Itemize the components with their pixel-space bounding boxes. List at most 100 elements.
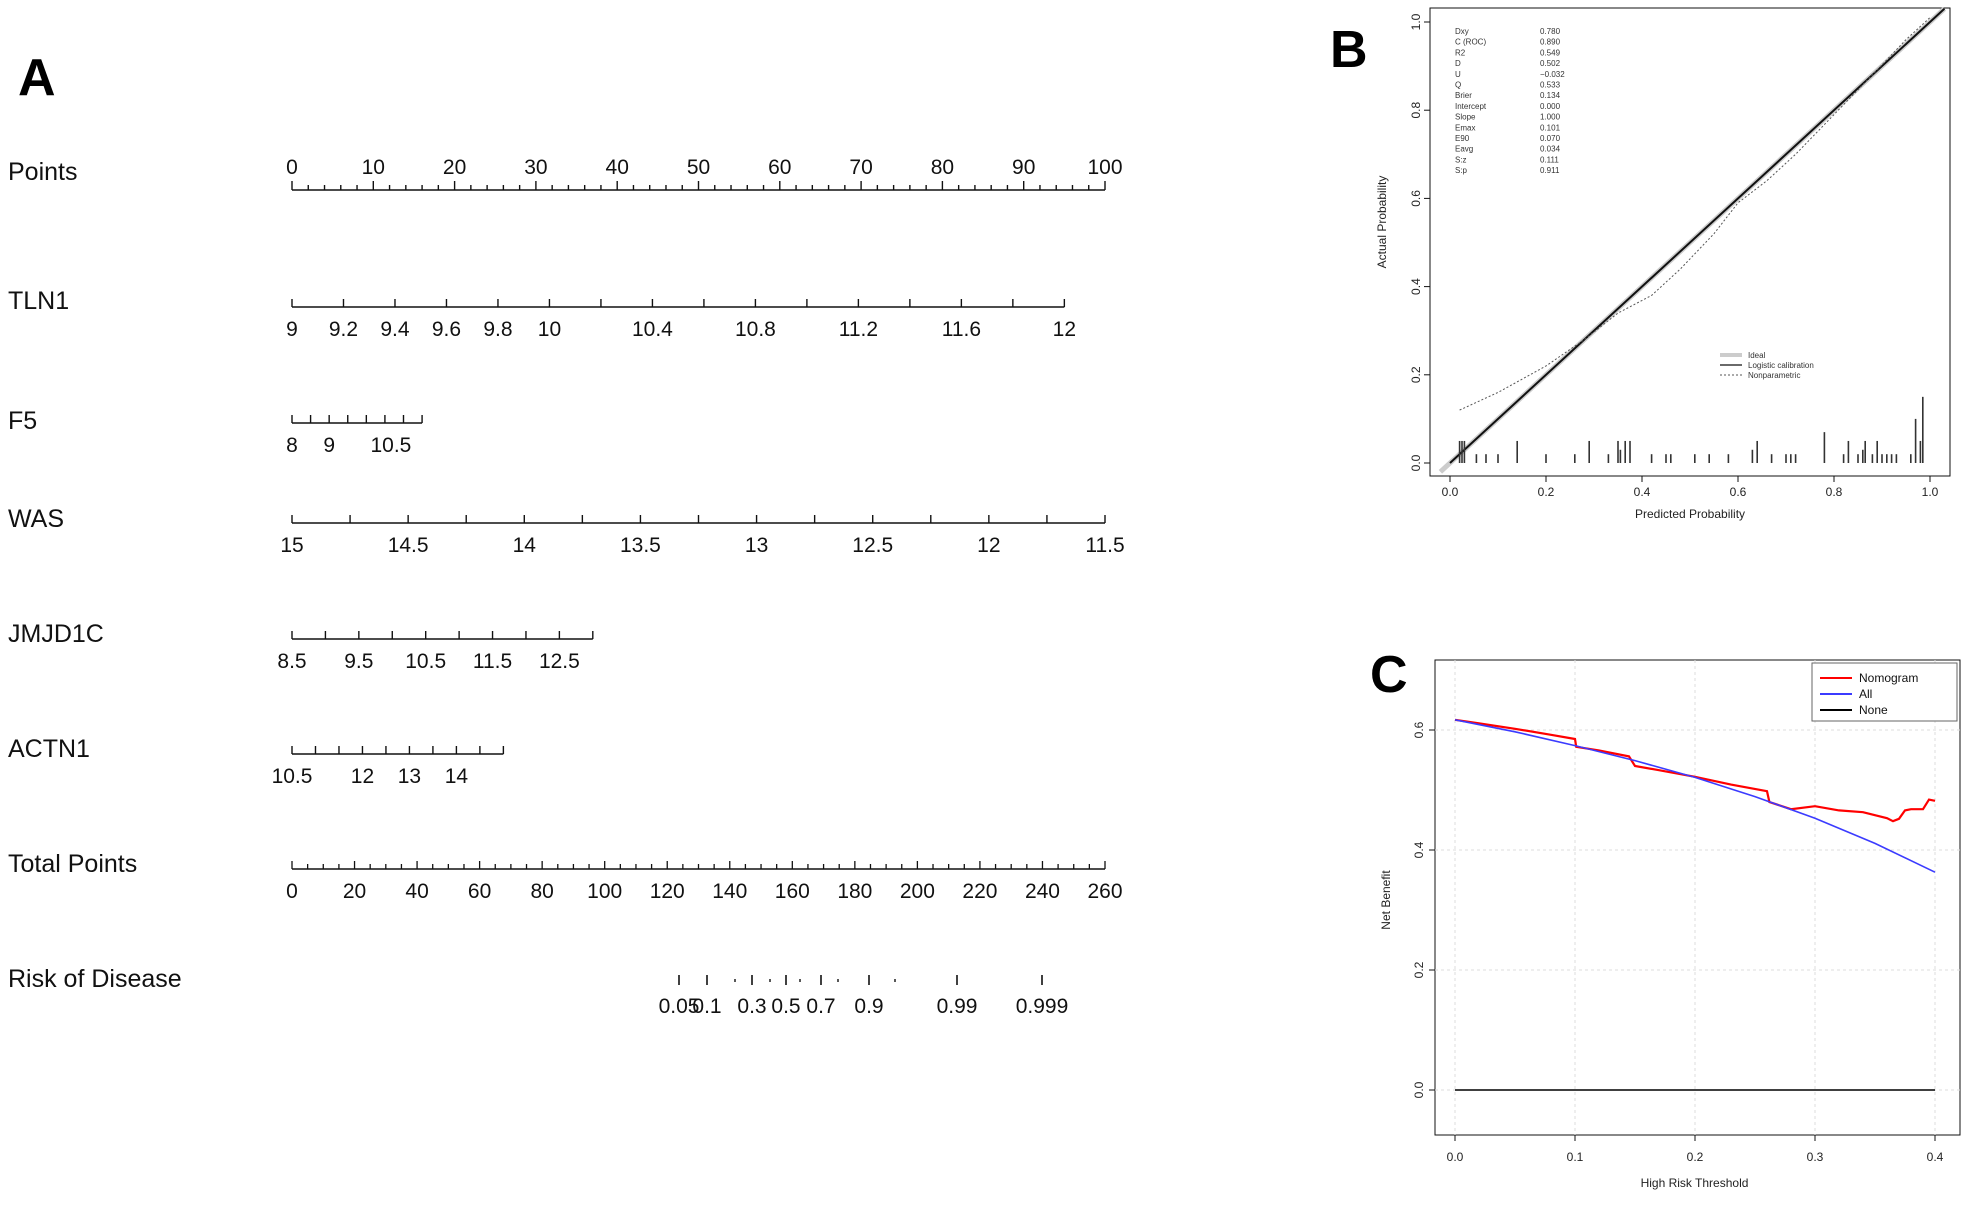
jmjd1c-tick-label: 8.5 [277,650,306,673]
total-tick-label: 200 [900,880,935,903]
actn1-tick-label: 14 [445,765,469,788]
stat-value: −0.032 [1540,70,1565,79]
total-tick-label: 20 [343,880,366,903]
f5-tick-label: 10.5 [370,434,411,457]
tln1-tick-label: 11.2 [839,318,878,341]
tln1-tick-label: 9.4 [380,318,410,341]
risk-tick-label: 0.3 [737,995,766,1018]
stat-name: S:p [1455,166,1468,175]
row-label-7: Risk of Disease [8,965,182,993]
legend-label-b: Logistic calibration [1748,361,1814,370]
stat-value: 0.134 [1540,91,1561,100]
stat-name: S:z [1455,155,1467,164]
stat-name: Q [1455,81,1461,90]
total-tick-label: 160 [775,880,810,903]
stat-name: Brier [1455,91,1472,100]
tln1-tick-label: 10.8 [735,318,776,341]
was-tick-label: 12 [977,534,1000,557]
x-tick-label-b: 0.8 [1826,485,1843,499]
points-tick-label: 100 [1087,156,1122,179]
stat-name: Eavg [1455,145,1473,154]
y-tick-label-b: 0.6 [1409,190,1423,207]
row-label-0: Points [8,158,77,186]
x-axis-title-c: High Risk Threshold [1641,1176,1749,1190]
plot-frame-b [1429,7,1951,477]
legend-label-c: All [1859,687,1872,701]
tln1-tick-label: 12 [1053,318,1076,341]
x-tick-label-c: 0.3 [1807,1150,1824,1164]
x-tick-label-b: 0.6 [1730,485,1747,499]
y-tick-label-b: 0.2 [1409,366,1423,383]
y-tick-label-b: 1.0 [1409,13,1423,30]
stat-value: 0.101 [1540,123,1561,132]
y-tick-label-c: 0.0 [1412,1081,1426,1098]
total-tick-label: 40 [405,880,428,903]
y-axis-title-c: Net Benefit [1379,870,1393,930]
was-tick-label: 14 [513,534,537,557]
risk-tick-label: 0.1 [692,995,721,1018]
stat-name: R2 [1455,48,1466,57]
y-tick-label-b: 0.8 [1409,102,1423,119]
y-tick-label-b: 0.4 [1409,278,1423,295]
panel-label-c: C [1370,646,1408,704]
points-tick-label: 60 [768,156,791,179]
plot-frame-c [1434,659,1961,1136]
total-tick-label: 260 [1087,880,1122,903]
panel-label-b: B [1330,21,1368,79]
x-tick-label-b: 0.2 [1538,485,1555,499]
total-tick-label: 0 [286,880,298,903]
points-tick-label: 40 [606,156,629,179]
x-tick-label-c: 0.2 [1687,1150,1704,1164]
y-axis-title-b: Actual Probability [1375,176,1389,269]
stat-name: D [1455,59,1461,68]
stat-value: 0.034 [1540,145,1561,154]
row-label-5: ACTN1 [8,735,90,763]
points-tick-label: 70 [849,156,872,179]
logistic-calibration-line [1449,8,1946,464]
was-tick-label: 14.5 [388,534,429,557]
jmjd1c-tick-label: 10.5 [405,650,446,673]
stat-value: 0.533 [1540,81,1561,90]
risk-tick-label: 0.9 [854,995,883,1018]
stat-name: E90 [1455,134,1470,143]
x-tick-label-b: 0.0 [1442,485,1459,499]
stat-name: Intercept [1455,102,1487,111]
tln1-tick-label: 10 [538,318,561,341]
total-tick-label: 220 [962,880,997,903]
was-tick-label: 11.5 [1085,534,1124,557]
panel-label-a: A [18,49,56,107]
stat-value: 0.111 [1540,155,1559,164]
tln1-tick-label: 9.6 [432,318,461,341]
jmjd1c-tick-label: 9.5 [344,650,373,673]
tln1-tick-label: 10.4 [632,318,673,341]
f5-tick-label: 9 [323,434,335,457]
risk-tick-label: 0.7 [806,995,835,1018]
risk-tick-label: 0.5 [771,995,800,1018]
stat-value: 0.890 [1540,38,1561,47]
total-tick-label: 100 [587,880,622,903]
actn1-tick-label: 12 [351,765,374,788]
risk-tick-label: 0.999 [1016,995,1069,1018]
x-tick-label-c: 0.4 [1927,1150,1944,1164]
legend-label-b: Ideal [1748,351,1766,360]
y-tick-label-c: 0.6 [1412,721,1426,738]
was-tick-label: 15 [280,534,303,557]
row-label-6: Total Points [8,850,137,878]
row-label-2: F5 [8,407,37,435]
legend-label-c: None [1859,703,1888,717]
series-line-all [1454,719,1936,873]
x-axis-title-b: Predicted Probability [1635,507,1745,521]
points-tick-label: 10 [362,156,385,179]
x-tick-label-b: 0.4 [1634,485,1651,499]
jmjd1c-tick-label: 11.5 [473,650,512,673]
stat-name: Slope [1455,113,1476,122]
x-tick-label-c: 0.1 [1567,1150,1584,1164]
tln1-tick-label: 9.8 [483,318,512,341]
nonparametric-line [1459,17,1931,411]
risk-tick-label: 0.99 [937,995,978,1018]
row-label-3: WAS [8,505,64,533]
stat-value: 0.780 [1540,27,1561,36]
